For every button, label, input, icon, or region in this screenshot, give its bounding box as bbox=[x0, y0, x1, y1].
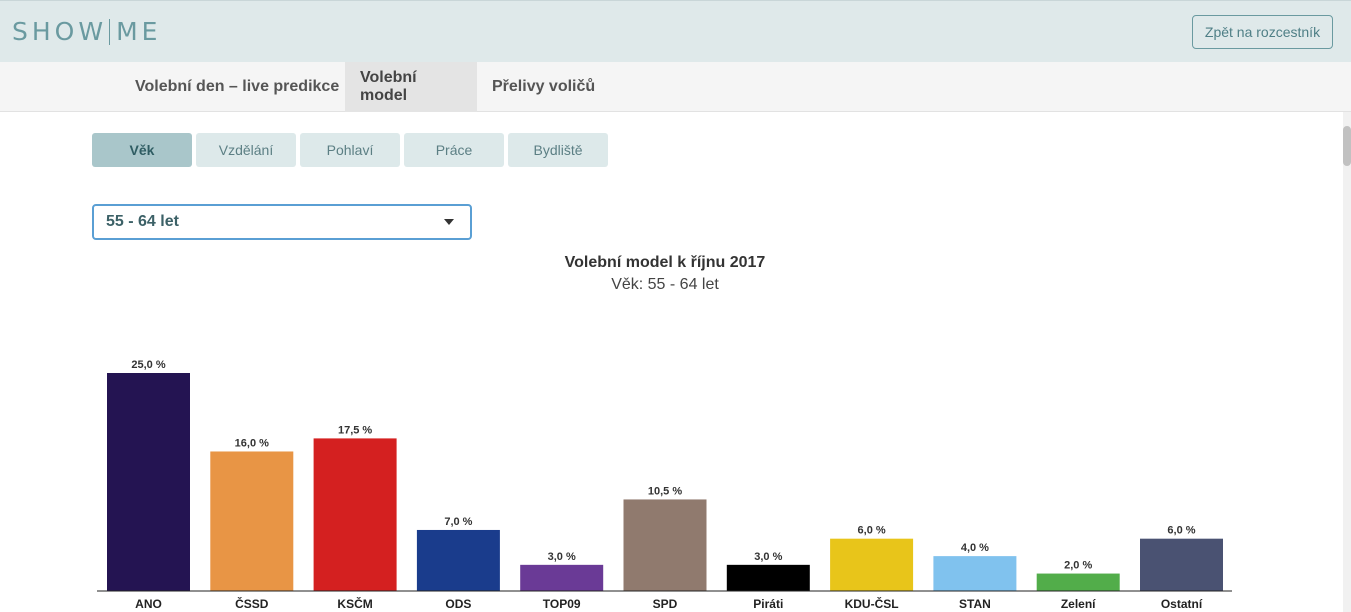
page-scrollbar[interactable] bbox=[1343, 112, 1351, 612]
value-label: 25,0 % bbox=[131, 359, 165, 371]
category-label: KSČM bbox=[337, 596, 372, 611]
value-label: 7,0 % bbox=[444, 516, 472, 528]
age-group-select[interactable]: 55 - 64 let bbox=[92, 204, 472, 240]
tab-election-day-live[interactable]: Volební den – live predikce bbox=[135, 78, 340, 95]
category-label: SPD bbox=[653, 597, 678, 611]
category-label: ANO bbox=[135, 597, 162, 611]
tab-election-model[interactable]: Volební model bbox=[345, 62, 477, 112]
category-label: Ostatní bbox=[1161, 597, 1203, 611]
logo-text-left: SHOW bbox=[12, 17, 108, 46]
bar-čssd[interactable] bbox=[210, 451, 294, 591]
top-header: SHOW ME Zpět na rozcestník bbox=[0, 0, 1351, 62]
bar-top09[interactable] bbox=[520, 564, 604, 591]
category-label: TOP09 bbox=[543, 597, 581, 611]
segment-tabs: Věk Vzdělání Pohlaví Práce Bydliště bbox=[92, 133, 608, 167]
segment-tab-education[interactable]: Vzdělání bbox=[196, 133, 296, 167]
bar-zelení[interactable] bbox=[1036, 573, 1120, 591]
age-group-select-value: 55 - 64 let bbox=[106, 213, 179, 230]
bar-kdu-čsl[interactable] bbox=[830, 538, 914, 591]
logo-text-right: ME bbox=[116, 17, 162, 46]
bar-ods[interactable] bbox=[416, 529, 500, 591]
bar-ano[interactable] bbox=[107, 373, 190, 591]
logo-divider bbox=[109, 18, 111, 45]
bar-piráti[interactable] bbox=[726, 564, 810, 591]
chart-subtitle: Věk: 55 - 64 let bbox=[611, 276, 719, 293]
value-label: 2,0 % bbox=[1064, 560, 1092, 572]
value-label: 17,5 % bbox=[338, 424, 372, 436]
category-label: Zelení bbox=[1061, 597, 1096, 611]
value-label: 3,0 % bbox=[548, 551, 576, 563]
back-to-crossroads-button[interactable]: Zpět na rozcestník bbox=[1192, 15, 1333, 49]
bar-chart: 25,0 % ANO 16,0 % ČSSD 17,5 % KSČM 7,0 % ODS 3,0… bbox=[97, 359, 1232, 611]
tab-voter-flows[interactable]: Přelivy voličů bbox=[492, 78, 596, 95]
value-label: 10,5 % bbox=[648, 485, 682, 497]
logo[interactable]: SHOW ME bbox=[12, 17, 161, 46]
chart-title: Volební model k říjnu 2017 bbox=[564, 254, 766, 271]
bar-stan[interactable] bbox=[933, 556, 1017, 591]
value-label: 3,0 % bbox=[754, 551, 782, 563]
segment-tab-work[interactable]: Práce bbox=[404, 133, 504, 167]
bar-ksčm[interactable] bbox=[313, 438, 397, 591]
value-label: 4,0 % bbox=[961, 542, 989, 554]
category-label: STAN bbox=[959, 597, 991, 611]
category-label: Piráti bbox=[753, 597, 783, 611]
segment-tab-residence[interactable]: Bydliště bbox=[508, 133, 608, 167]
category-label: ČSSD bbox=[235, 596, 269, 611]
value-label: 6,0 % bbox=[1167, 525, 1195, 537]
value-label: 6,0 % bbox=[858, 525, 886, 537]
segment-tab-age[interactable]: Věk bbox=[92, 133, 192, 167]
bar-spd[interactable] bbox=[623, 499, 707, 591]
category-label: ODS bbox=[445, 597, 471, 611]
caret-down-icon bbox=[444, 219, 454, 225]
value-label: 16,0 % bbox=[235, 437, 269, 449]
main-nav: Volební den – live predikce Volební mode… bbox=[0, 62, 1351, 112]
scrollbar-thumb[interactable] bbox=[1343, 126, 1351, 166]
segment-tab-gender[interactable]: Pohlaví bbox=[300, 133, 400, 167]
bar-ostatní[interactable] bbox=[1140, 538, 1223, 591]
category-label: KDU-ČSL bbox=[845, 596, 899, 611]
